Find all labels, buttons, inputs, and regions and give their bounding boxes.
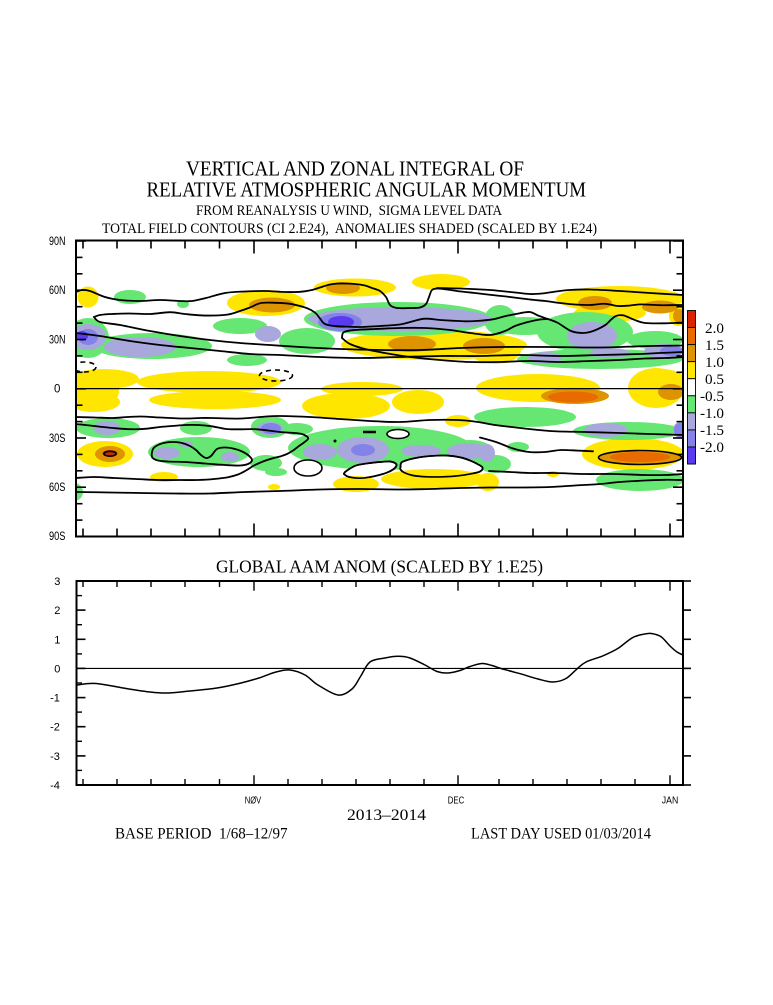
svg-text:LAST DAY USED 01/03/2014: LAST DAY USED 01/03/2014 xyxy=(471,826,651,843)
svg-text:0: 0 xyxy=(54,384,60,396)
svg-text:1.0: 1.0 xyxy=(705,354,724,371)
svg-text:DEC: DEC xyxy=(448,795,465,807)
svg-text:2: 2 xyxy=(54,605,60,617)
svg-text:30N: 30N xyxy=(49,334,66,346)
svg-text:1: 1 xyxy=(54,634,60,646)
svg-text:60S: 60S xyxy=(49,482,66,494)
svg-text:-2.0: -2.0 xyxy=(700,439,724,456)
svg-text:-0.5: -0.5 xyxy=(700,388,724,405)
svg-text:90N: 90N xyxy=(49,236,66,248)
svg-text:JAN: JAN xyxy=(662,795,679,807)
svg-text:-1.0: -1.0 xyxy=(700,405,724,422)
svg-text:-2: -2 xyxy=(50,722,60,734)
svg-text:BASE PERIOD 1/68–12/97: BASE PERIOD 1/68–12/97 xyxy=(115,826,288,843)
svg-text:VERTICAL AND ZONAL INTEGRAL OF: VERTICAL AND ZONAL INTEGRAL OF xyxy=(186,157,524,181)
svg-text:0.5: 0.5 xyxy=(705,371,724,388)
svg-text:FROM REANALYSIS U WIND, SIGMA: FROM REANALYSIS U WIND, SIGMA LEVEL DATA xyxy=(196,203,502,219)
svg-text:2013–2014: 2013–2014 xyxy=(347,807,426,824)
svg-text:-4: -4 xyxy=(50,780,60,792)
svg-text:0: 0 xyxy=(54,663,60,675)
svg-text:GLOBAL AAM ANOM (SCALED BY 1.E: GLOBAL AAM ANOM (SCALED BY 1.E25) xyxy=(216,557,543,577)
svg-text:30S: 30S xyxy=(49,433,66,445)
svg-text:90S: 90S xyxy=(49,531,66,543)
svg-text:NØV: NØV xyxy=(245,795,262,807)
svg-text:3: 3 xyxy=(54,576,60,588)
svg-text:-3: -3 xyxy=(50,751,60,763)
svg-text:1.5: 1.5 xyxy=(705,337,724,354)
svg-text:-1.5: -1.5 xyxy=(700,422,724,439)
svg-text:2.0: 2.0 xyxy=(705,320,724,337)
svg-text:60N: 60N xyxy=(49,285,66,297)
svg-text:TOTAL FIELD CONTOURS (CI 2.E24: TOTAL FIELD CONTOURS (CI 2.E24), ANOMALI… xyxy=(102,221,597,237)
svg-text:-1: -1 xyxy=(50,693,60,705)
svg-text:RELATIVE ATMOSPHERIC ANGULAR M: RELATIVE ATMOSPHERIC ANGULAR MOMENTUM xyxy=(147,178,587,202)
